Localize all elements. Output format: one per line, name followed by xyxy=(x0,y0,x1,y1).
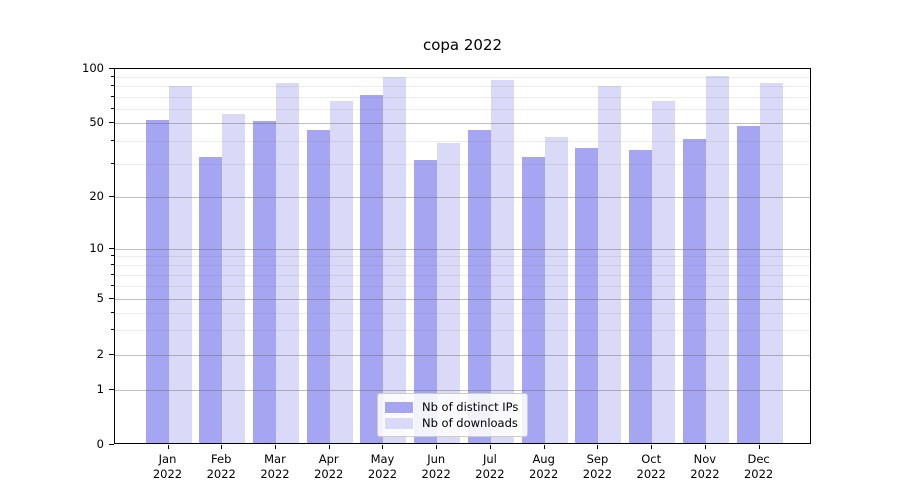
legend-label-distinct-ips: Nb of distinct IPs xyxy=(422,400,519,414)
bar-distinct-ips-oct xyxy=(629,149,653,443)
x-tick-label-dec: Dec 2022 xyxy=(743,452,774,481)
x-tick-label-nov: Nov 2022 xyxy=(690,452,720,481)
y-tick-mark-10 xyxy=(109,247,114,249)
bar-downloads-jun xyxy=(437,143,461,443)
x-tick-label-jul: Jul 2022 xyxy=(475,452,505,481)
x-tick-label-sep: Sep 2022 xyxy=(582,452,613,481)
legend-item-downloads: Nb of downloads xyxy=(385,415,518,431)
chart-title: copa 2022 xyxy=(422,36,503,54)
y-tick-mark-minor-60 xyxy=(111,107,114,109)
y-tick-mark-1 xyxy=(109,388,114,390)
x-tick-label-mar: Mar 2022 xyxy=(260,452,290,481)
y-tick-label-10: 10 xyxy=(89,240,104,255)
legend-swatch-distinct-ips xyxy=(385,401,413,413)
x-tick-mark-mar xyxy=(274,445,276,449)
bar-downloads-feb xyxy=(222,113,246,443)
bar-distinct-ips-apr xyxy=(306,129,330,443)
y-tick-mark-2 xyxy=(109,354,114,356)
bar-downloads-may xyxy=(383,77,407,443)
bar-distinct-ips-may xyxy=(360,94,384,443)
x-tick-mark-feb xyxy=(221,445,223,449)
plot-area xyxy=(114,68,811,444)
x-tick-mark-sep xyxy=(597,445,599,449)
bar-distinct-ips-nov xyxy=(682,139,706,443)
y-tick-mark-minor-9 xyxy=(111,255,114,257)
y-tick-label-100: 100 xyxy=(82,61,104,75)
bar-downloads-jan xyxy=(168,86,192,443)
y-tick-mark-50 xyxy=(109,122,114,124)
bar-downloads-nov xyxy=(705,76,729,443)
x-tick-mark-oct xyxy=(651,445,653,449)
y-tick-label-2: 2 xyxy=(96,347,104,362)
bar-distinct-ips-aug xyxy=(521,156,545,443)
bar-distinct-ips-feb xyxy=(199,156,223,443)
bar-downloads-oct xyxy=(652,100,676,443)
x-tick-label-oct: Oct 2022 xyxy=(636,452,666,481)
x-tick-mark-may xyxy=(382,445,384,449)
bar-distinct-ips-sep xyxy=(575,147,599,443)
x-tick-mark-apr xyxy=(328,445,330,449)
y-tick-mark-minor-90 xyxy=(111,76,114,78)
y-tick-label-20: 20 xyxy=(89,188,104,203)
bar-distinct-ips-jun xyxy=(414,159,438,443)
y-tick-mark-0 xyxy=(109,444,114,445)
y-tick-label-0: 0 xyxy=(96,437,104,451)
x-tick-label-apr: Apr 2022 xyxy=(314,452,344,481)
bar-downloads-dec xyxy=(759,82,783,443)
y-tick-mark-minor-70 xyxy=(111,95,114,97)
y-tick-mark-minor-40 xyxy=(111,140,114,142)
bar-downloads-jul xyxy=(490,79,514,443)
y-tick-mark-minor-80 xyxy=(111,85,114,87)
bar-downloads-mar xyxy=(275,82,299,443)
bar-distinct-ips-jan xyxy=(145,119,169,443)
y-tick-mark-minor-6 xyxy=(111,284,114,286)
legend-item-distinct-ips: Nb of distinct IPs xyxy=(385,399,518,415)
bar-distinct-ips-dec xyxy=(736,126,760,443)
x-tick-mark-aug xyxy=(543,445,545,449)
bar-distinct-ips-mar xyxy=(252,121,276,443)
legend: Nb of distinct IPs Nb of downloads xyxy=(377,393,529,437)
x-tick-mark-dec xyxy=(758,445,760,449)
y-tick-mark-minor-8 xyxy=(111,263,114,265)
bar-downloads-apr xyxy=(329,100,353,443)
y-tick-mark-minor-3 xyxy=(111,329,114,331)
legend-swatch-downloads xyxy=(385,417,413,429)
y-tick-mark-20 xyxy=(109,195,114,197)
x-tick-mark-jan xyxy=(167,445,169,449)
bar-distinct-ips-jul xyxy=(467,129,491,443)
bar-downloads-aug xyxy=(544,137,568,443)
x-tick-mark-jun xyxy=(436,445,438,449)
y-tick-mark-minor-30 xyxy=(111,163,114,165)
x-tick-label-jun: Jun 2022 xyxy=(421,452,451,481)
x-tick-label-may: May 2022 xyxy=(367,452,398,481)
x-tick-label-jan: Jan 2022 xyxy=(152,452,183,481)
x-tick-label-feb: Feb 2022 xyxy=(206,452,236,481)
x-tick-label-aug: Aug 2022 xyxy=(529,452,559,481)
y-tick-mark-100 xyxy=(109,68,114,69)
y-tick-label-50: 50 xyxy=(89,115,104,130)
legend-label-downloads: Nb of downloads xyxy=(422,416,518,430)
x-tick-mark-jul xyxy=(489,445,491,449)
y-tick-mark-minor-7 xyxy=(111,273,114,275)
bar-downloads-sep xyxy=(598,86,622,443)
y-tick-label-5: 5 xyxy=(96,291,104,306)
y-tick-mark-minor-4 xyxy=(111,311,114,313)
y-tick-mark-5 xyxy=(109,298,114,300)
y-tick-label-1: 1 xyxy=(96,381,104,396)
x-tick-mark-nov xyxy=(704,445,706,449)
bar-layer xyxy=(115,69,810,443)
